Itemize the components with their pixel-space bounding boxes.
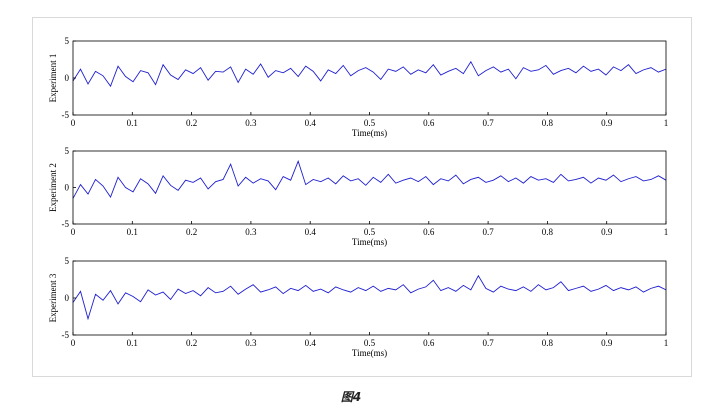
x-tick-label: 0.5 [364,227,376,237]
x-tick-label: 0.8 [542,338,554,348]
x-tick-label: 0 [71,118,76,128]
experiment-2-signal-line [72,159,667,199]
figure-frame [32,17,692,377]
experiment-3-signal-line [72,274,667,321]
x-tick-label: 0.6 [423,338,435,348]
y-tick-label: 0 [65,73,70,83]
x-tick-label: 0.4 [305,227,317,237]
x-axis-label: Time(ms) [352,348,387,358]
x-tick-label: 0.1 [127,338,138,348]
y-tick-label: 0 [65,293,70,303]
x-tick-label: 0.6 [423,227,435,237]
y-tick-label: -5 [62,219,70,229]
y-tick-label: -5 [62,110,70,120]
x-tick-label: 0.4 [305,338,317,348]
x-tick-label: 1 [664,338,669,348]
y-tick-label: -5 [62,330,70,340]
x-tick-label: 0.5 [364,338,376,348]
x-tick-label: 0 [71,227,76,237]
y-axis-label: Experiment 1 [48,54,58,103]
x-tick-label: 0.8 [542,227,554,237]
x-tick-label: 0.2 [186,118,197,128]
x-tick-label: 0.3 [245,118,257,128]
x-axis-label: Time(ms) [352,128,387,138]
x-axis-label: Time(ms) [352,237,387,247]
x-tick-label: 0.7 [482,338,494,348]
x-tick-label: 0.2 [186,227,197,237]
x-tick-label: 0.2 [186,338,197,348]
y-axis-label: Experiment 2 [48,163,58,212]
experiment-1-signal-line [72,60,667,88]
y-tick-label: 5 [65,256,70,266]
x-tick-label: 0 [71,338,76,348]
x-tick-label: 0.8 [542,118,554,128]
x-tick-label: 0.1 [127,227,138,237]
x-tick-label: 0.3 [245,338,257,348]
x-tick-label: 0.1 [127,118,138,128]
y-tick-label: 5 [65,146,70,156]
x-tick-label: 0.3 [245,227,257,237]
x-tick-label: 1 [664,118,669,128]
x-tick-label: 0.7 [482,227,494,237]
x-tick-label: 0.5 [364,118,376,128]
x-tick-label: 0.7 [482,118,494,128]
x-tick-label: 0.9 [601,118,613,128]
x-tick-label: 1 [664,227,669,237]
x-tick-label: 0.4 [305,118,317,128]
plot-frame-2 [72,150,667,225]
x-tick-label: 0.6 [423,118,435,128]
y-tick-label: 5 [65,36,70,46]
plot-frame-3 [72,260,667,336]
y-tick-label: 0 [65,183,70,193]
plot-frame-1 [72,40,667,116]
x-tick-label: 0.9 [601,338,613,348]
x-tick-label: 0.9 [601,227,613,237]
y-axis-label: Experiment 3 [48,273,58,322]
figure-caption: 图4 [340,390,362,404]
